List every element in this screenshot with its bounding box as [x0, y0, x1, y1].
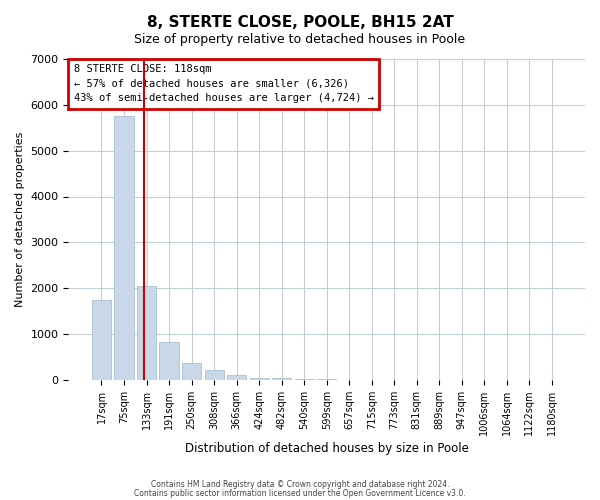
Text: 8, STERTE CLOSE, POOLE, BH15 2AT: 8, STERTE CLOSE, POOLE, BH15 2AT: [146, 15, 454, 30]
Y-axis label: Number of detached properties: Number of detached properties: [15, 132, 25, 307]
X-axis label: Distribution of detached houses by size in Poole: Distribution of detached houses by size …: [185, 442, 469, 455]
Text: 8 STERTE CLOSE: 118sqm
← 57% of detached houses are smaller (6,326)
43% of semi-: 8 STERTE CLOSE: 118sqm ← 57% of detached…: [74, 64, 374, 104]
Bar: [250, 378, 269, 380]
Text: Contains HM Land Registry data © Crown copyright and database right 2024.: Contains HM Land Registry data © Crown c…: [151, 480, 449, 489]
Bar: [115, 116, 134, 380]
Bar: [182, 364, 201, 380]
Bar: [205, 370, 224, 380]
Bar: [272, 378, 291, 380]
Bar: [137, 286, 156, 380]
Bar: [160, 342, 179, 380]
Bar: [92, 300, 111, 380]
Text: Size of property relative to detached houses in Poole: Size of property relative to detached ho…: [134, 32, 466, 46]
Text: Contains public sector information licensed under the Open Government Licence v3: Contains public sector information licen…: [134, 488, 466, 498]
Bar: [295, 379, 314, 380]
Bar: [227, 375, 246, 380]
